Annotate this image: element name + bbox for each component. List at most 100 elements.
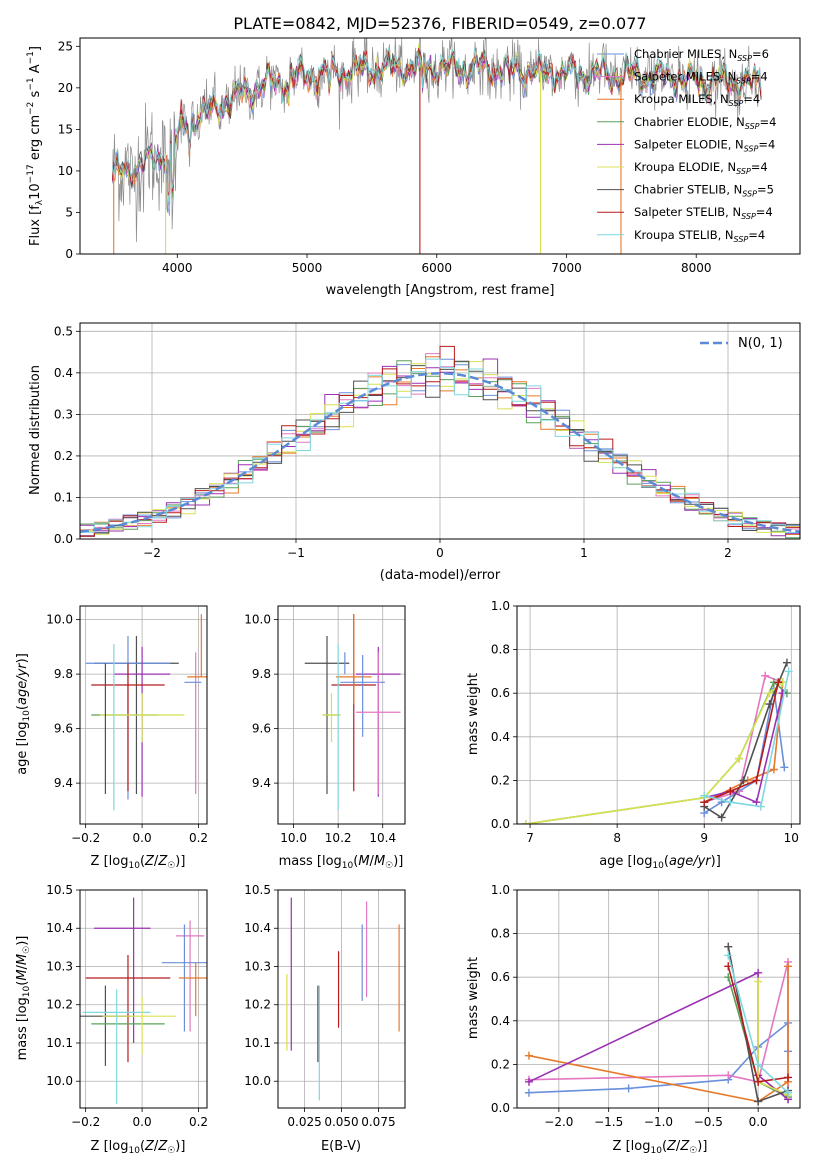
- wAge-ytick-label: 0.0: [491, 817, 510, 831]
- resid-ylabel: Normed distribution: [28, 365, 43, 495]
- ageZ-ytick-label: 9.6: [54, 722, 73, 736]
- wAge-marker-salpeter-elodie: [752, 798, 761, 807]
- resid-frame: [79, 322, 801, 540]
- wZ-ytick-label: 0.2: [491, 1057, 510, 1071]
- wAge-marker-kroupa-stelib: [784, 667, 793, 676]
- weight-vs-age-panel: 7 8 9 10 0.0 0.2 0.4 0.6 0.8 1.0: [491, 599, 801, 845]
- ageM-point-kroupa-miles-4: [335, 614, 372, 705]
- ageZ-plot-area: [85, 614, 207, 811]
- ageM-ytick-label: 10.0: [244, 613, 271, 627]
- wAge-frame: [516, 605, 801, 825]
- resid-xtick-label: 2: [724, 546, 732, 560]
- massZ-frame: [79, 889, 208, 1109]
- massZ-xtick-label: 0.0: [133, 1115, 152, 1129]
- wZ-ytick-label: 0.6: [491, 970, 510, 984]
- spectrum-xtick-label: 7000: [551, 261, 582, 275]
- massE-xtick-label: 0.025: [287, 1115, 321, 1129]
- wAge-ytick-label: 0.6: [491, 686, 510, 700]
- massZ-ytick-label: 10.3: [46, 959, 73, 973]
- massZ-ytick-label: 10.1: [46, 1036, 73, 1050]
- ageZ-point-kroupa-miles-8: [187, 614, 207, 678]
- ageZ-ylabel: age [log10(age/yr)]: [15, 653, 32, 775]
- massZ-xtick-label: 0.2: [189, 1115, 208, 1129]
- wAge-marker-salpeter-stelib: [774, 678, 783, 687]
- spectrum-xtick-label: 6000: [421, 261, 452, 275]
- resid-plot-area: [80, 345, 800, 539]
- ageM-ytick-label: 9.6: [252, 722, 271, 736]
- resid-xtick-label: 0: [436, 546, 444, 560]
- massZ-point-kroupa-stelib-9: [82, 989, 151, 1105]
- residual-histogram-panel: −2 −1 0 1 2 0.0 0.1 0.2 0.3 0.4 0.5 N(0, 1): [54, 322, 801, 560]
- massZ-ytick-label: 10.5: [46, 883, 73, 897]
- spectrum-ytick-label: 5: [65, 205, 73, 219]
- ageM-point-kroupa-elodie-8: [322, 693, 341, 743]
- ageM-point-chabrier-miles-5: [340, 655, 385, 737]
- massZ-xtick-label: −0.2: [71, 1115, 100, 1129]
- spectrum-legend-label-chabrier-miles: Chabrier MILES, NSSP=6: [634, 47, 769, 63]
- wAge-xtick-label: 8: [613, 831, 621, 845]
- wZ-marker-salpeter-stelib: [754, 1077, 763, 1086]
- age-vs-z-panel: −0.2 0.0 0.2 9.4 9.6 9.8 10.0: [46, 605, 208, 845]
- wZ-line-kroupa-miles: [528, 966, 789, 1103]
- wAge-line-kroupa-stelib: [704, 671, 790, 808]
- spectrum-legend-label-kroupa-stelib: Kroupa STELIB, NSSP=4: [634, 228, 765, 244]
- wZ-ytick-label: 0.4: [491, 1014, 510, 1028]
- resid-xlabel: (data-model)/error: [380, 568, 501, 583]
- wZ-marker-kroupa-stelib: [754, 1060, 763, 1069]
- wAge-xtick-label: 7: [526, 831, 534, 845]
- weight-vs-z-panel: −2.0 −1.5 −1.0 −0.5 0.0 0.0 0.2 0.4 0.6 0.8 1.0: [491, 883, 801, 1129]
- wZ-marker-chabrier-stelib: [724, 942, 733, 951]
- mass-vs-z-panel: −0.2 0.0 0.2 10.0 10.1 10.2 10.3 10.4 10.5: [46, 883, 208, 1129]
- ageM-ytick-label: 9.4: [252, 776, 271, 790]
- massZ-ytick-label: 10.4: [46, 921, 73, 935]
- wZ-marker-kroupa-elodie: [754, 977, 763, 986]
- massE-ytick-label: 10.3: [244, 959, 271, 973]
- spectrum-xlabel: wavelength [Angstrom, rest frame]: [326, 283, 555, 298]
- wZ-xtick-label: 0.0: [749, 1115, 768, 1129]
- massE-frame: [277, 889, 406, 1109]
- massZ-point-salpeter-stelib-5: [85, 955, 171, 1063]
- wAge-xlabel: age [log10(age/yr)]: [599, 854, 721, 871]
- wAge-marker-kroupa-stelib: [700, 791, 709, 800]
- wAge-marker-chabrier-stelib: [739, 776, 748, 785]
- wZ-marker-kroupa-miles: [524, 1051, 533, 1060]
- wAge-marker-chabrier-stelib: [765, 700, 774, 709]
- spectrum-ytick-label: 0: [65, 247, 73, 261]
- spectrum-legend-label-kroupa-elodie: Kroupa ELODIE, NSSP=4: [634, 160, 768, 176]
- resid-ytick-label: 0.1: [54, 490, 73, 504]
- wAge-ytick-label: 0.4: [491, 730, 510, 744]
- spectrum-ylabel: Flux [fλ10−17 erg cm−2 s−1 A−1]: [26, 46, 45, 246]
- wAge-marker-salpeter-miles: [761, 671, 770, 680]
- wAge-marker-kroupa-elodie: [521, 820, 530, 824]
- wAge-line-kroupa-elodie: [525, 681, 784, 824]
- wZ-xtick-label: −0.5: [694, 1115, 723, 1129]
- resid-ytick-label: 0.0: [54, 532, 73, 546]
- wAge-marker-salpeter-elodie: [778, 689, 787, 698]
- ageM-xlabel: mass [log10(M/M☉)]: [279, 854, 404, 871]
- spectrum-title: PLATE=0842, MJD=52376, FIBERID=0549, z=0…: [233, 14, 646, 33]
- massZ-ytick-label: 10.0: [46, 1074, 73, 1088]
- wAge-marker-chabrier-stelib: [717, 813, 726, 822]
- wZ-marker-salpeter-stelib: [784, 1073, 793, 1082]
- spectrum-frame: [79, 37, 801, 255]
- wZ-marker-salpeter-miles: [724, 1071, 733, 1080]
- spectrum-legend-label-salpeter-miles: Salpeter MILES, NSSP=4: [634, 70, 768, 86]
- spectrum-ytick-label: 20: [58, 81, 73, 95]
- wZ-xtick-label: −1.0: [644, 1115, 673, 1129]
- wZ-ytick-label: 0.0: [491, 1101, 510, 1115]
- massE-xlabel: E(B-V): [321, 1139, 361, 1154]
- ageZ-xtick-label: 0.0: [133, 831, 152, 845]
- ageM-xtick-label: 10.4: [369, 831, 396, 845]
- massZ-point-salpeter-miles-2: [175, 920, 205, 1032]
- resid-ytick-label: 0.3: [54, 407, 73, 421]
- wZ-ytick-label: 1.0: [491, 883, 510, 897]
- spectrum-panel: 4000 5000 6000 7000 8000 0 5 10 15 20 25 Chabrier M…: [58, 37, 801, 275]
- wAge-xtick-label: 9: [700, 831, 708, 845]
- wZ-marker-kroupa-stelib: [724, 951, 733, 960]
- massE-xtick-label: 0.075: [361, 1115, 395, 1129]
- ageZ-ytick-label: 10.0: [46, 613, 73, 627]
- wAge-line-chabrier-miles: [703, 688, 786, 814]
- spectrum-ytick-label: 25: [58, 39, 73, 53]
- spectrum-legend-label-salpeter-elodie: Salpeter ELODIE, NSSP=4: [634, 137, 775, 153]
- wZ-marker-chabrier-stelib: [754, 1097, 763, 1106]
